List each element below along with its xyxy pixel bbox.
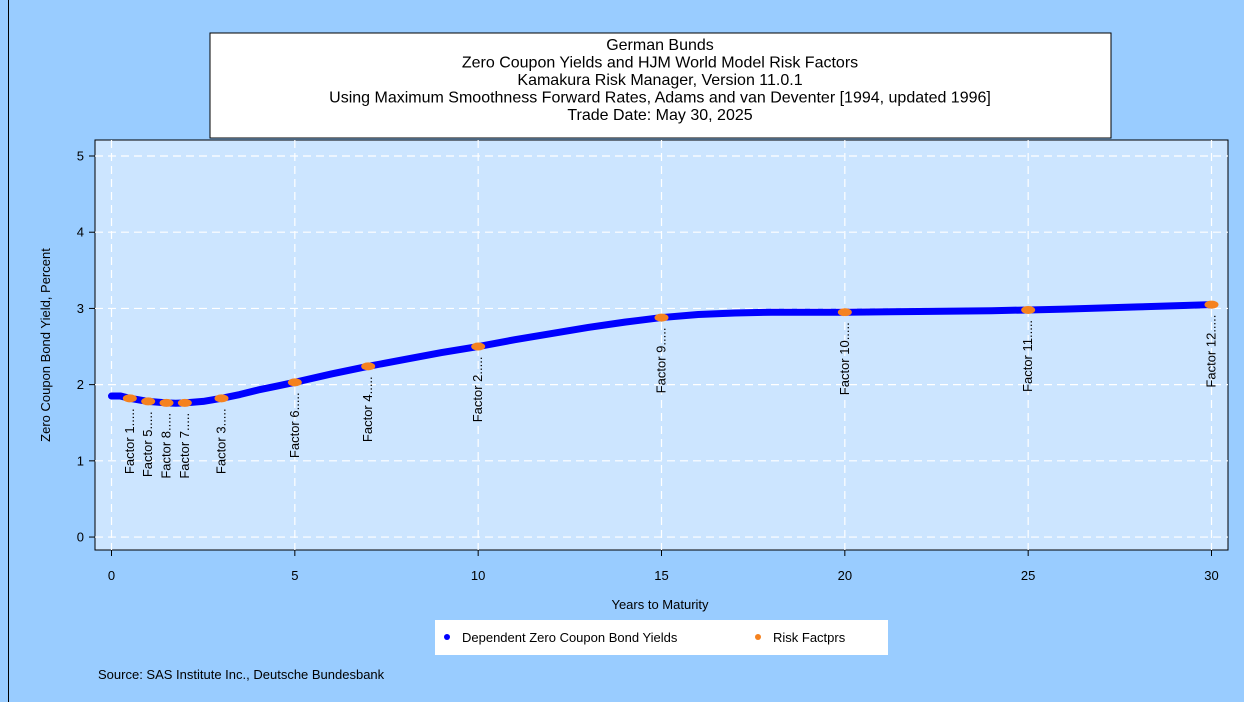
legend-label: Dependent Zero Coupon Bond Yields xyxy=(462,630,678,645)
legend-label: Risk Factprs xyxy=(773,630,846,645)
y-tick-label: 2 xyxy=(77,377,84,392)
factor-label: Factor 5..... xyxy=(140,411,155,477)
title-box xyxy=(209,32,1112,139)
y-tick-label: 3 xyxy=(77,301,84,316)
x-tick-label: 5 xyxy=(291,568,298,583)
chart-title: Kamakura Risk Manager, Version 11.0.1 xyxy=(517,72,802,89)
x-tick-label: 15 xyxy=(654,568,668,583)
factor-label: Factor 1..... xyxy=(122,408,137,474)
factor-label: Factor 12..... xyxy=(1204,315,1219,388)
y-tick-label: 0 xyxy=(77,530,84,545)
chart-title: Using Maximum Smoothness Forward Rates, … xyxy=(329,90,991,107)
risk-factor-point xyxy=(122,394,137,403)
factor-label: Factor 11..... xyxy=(1020,320,1035,392)
factor-label: Factor 2..... xyxy=(470,357,485,423)
risk-factor-point xyxy=(287,378,302,387)
y-axis-label: Zero Coupon Bond Yield, Percent xyxy=(38,248,53,442)
legend-box xyxy=(435,620,888,655)
factor-label: Factor 10..... xyxy=(837,322,852,395)
chart-title: Trade Date: May 30, 2025 xyxy=(567,107,752,124)
x-tick-label: 30 xyxy=(1204,568,1218,583)
risk-factor-point xyxy=(1021,305,1036,314)
legend-marker xyxy=(755,634,761,640)
risk-factor-point xyxy=(471,342,486,351)
factor-label: Factor 6..... xyxy=(287,392,302,458)
risk-factor-point xyxy=(141,397,156,406)
factor-label: Factor 8..... xyxy=(159,413,174,479)
y-tick-label: 4 xyxy=(77,225,84,240)
risk-factor-point xyxy=(214,394,229,403)
risk-factor-point xyxy=(654,313,669,322)
chart-title: German Bunds xyxy=(606,37,714,54)
x-tick-label: 25 xyxy=(1021,568,1035,583)
risk-factor-point xyxy=(159,398,174,407)
risk-factor-point xyxy=(177,398,192,407)
factor-label: Factor 7..... xyxy=(177,413,192,479)
y-tick-label: 1 xyxy=(77,453,84,468)
factor-label: Factor 4..... xyxy=(360,376,375,442)
factor-label: Factor 3..... xyxy=(214,408,229,474)
y-tick-label: 5 xyxy=(77,149,84,164)
risk-factor-point xyxy=(837,308,852,317)
factor-label: Factor 9..... xyxy=(654,328,669,394)
x-tick-label: 10 xyxy=(471,568,485,583)
legend-marker xyxy=(444,634,450,640)
chart-title: Zero Coupon Yields and HJM World Model R… xyxy=(462,55,858,72)
risk-factor-point xyxy=(361,362,376,371)
risk-factor-point xyxy=(1204,300,1219,309)
x-tick-label: 0 xyxy=(108,568,115,583)
x-axis-label: Years to Maturity xyxy=(611,597,709,612)
source-note: Source: SAS Institute Inc., Deutsche Bun… xyxy=(98,667,385,682)
x-tick-label: 20 xyxy=(838,568,852,583)
